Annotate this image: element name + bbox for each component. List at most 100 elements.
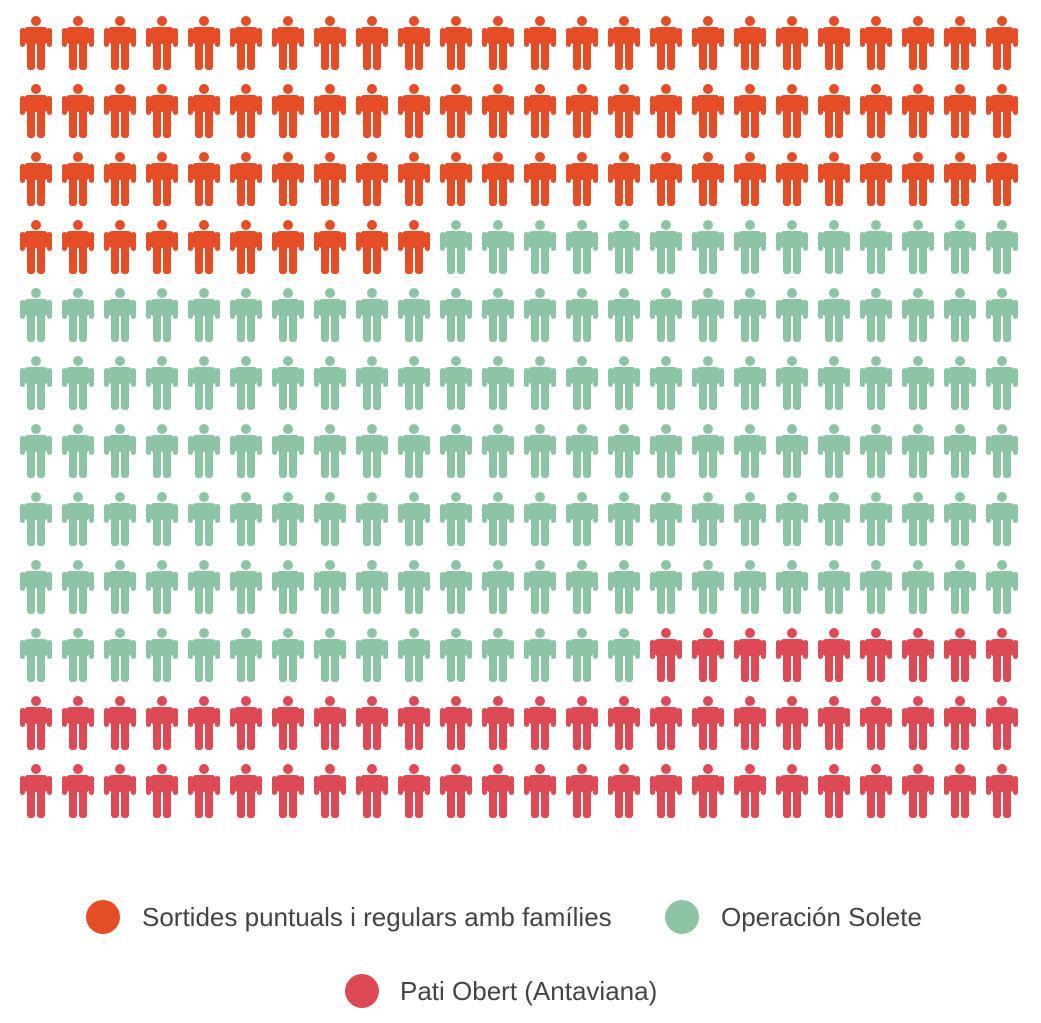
- person-icon-series-2: [734, 492, 766, 546]
- person-icon-series-2: [902, 288, 934, 342]
- person-icon-series-2: [62, 288, 94, 342]
- person-icon-series-1: [860, 84, 892, 138]
- person-icon-series-2: [104, 288, 136, 342]
- person-icon-series-2: [818, 424, 850, 478]
- person-icon-series-1: [272, 220, 304, 274]
- person-icon-series-1: [776, 152, 808, 206]
- pictogram-grid: [20, 16, 1018, 818]
- person-icon-series-1: [692, 16, 724, 70]
- person-icon-series-3: [608, 764, 640, 818]
- person-icon-series-3: [314, 764, 346, 818]
- person-icon-series-1: [818, 152, 850, 206]
- legend: Sortides puntuals i regulars amb famílie…: [86, 900, 922, 1008]
- person-icon-series-1: [146, 220, 178, 274]
- person-icon-series-2: [356, 628, 388, 682]
- person-icon-series-3: [440, 696, 472, 750]
- person-icon-series-2: [524, 220, 556, 274]
- person-icon-series-2: [944, 424, 976, 478]
- person-icon-series-2: [20, 560, 52, 614]
- person-icon-series-1: [986, 152, 1018, 206]
- person-icon-series-2: [188, 492, 220, 546]
- person-icon-series-1: [566, 16, 598, 70]
- person-icon-series-2: [272, 288, 304, 342]
- person-icon-series-1: [146, 16, 178, 70]
- person-icon-series-2: [902, 492, 934, 546]
- person-icon-series-2: [566, 628, 598, 682]
- person-icon-series-2: [566, 288, 598, 342]
- person-icon-series-2: [818, 220, 850, 274]
- person-icon-series-1: [398, 16, 430, 70]
- person-icon-series-1: [692, 84, 724, 138]
- person-icon-series-1: [356, 84, 388, 138]
- person-icon-series-3: [356, 696, 388, 750]
- person-icon-series-2: [692, 492, 724, 546]
- person-icon-series-2: [944, 220, 976, 274]
- person-icon-series-1: [818, 84, 850, 138]
- person-icon-series-2: [230, 560, 262, 614]
- person-icon-series-2: [482, 220, 514, 274]
- person-icon-series-1: [314, 152, 346, 206]
- person-icon-series-2: [692, 424, 724, 478]
- person-icon-series-2: [272, 492, 304, 546]
- person-icon-series-1: [272, 152, 304, 206]
- person-icon-series-2: [524, 560, 556, 614]
- person-icon-series-3: [272, 764, 304, 818]
- person-icon-series-1: [104, 84, 136, 138]
- person-icon-series-2: [314, 288, 346, 342]
- person-icon-series-1: [230, 152, 262, 206]
- person-icon-series-2: [776, 492, 808, 546]
- person-icon-series-2: [776, 560, 808, 614]
- person-icon-series-1: [20, 16, 52, 70]
- person-icon-series-2: [566, 220, 598, 274]
- person-icon-series-3: [986, 764, 1018, 818]
- person-icon-series-3: [104, 764, 136, 818]
- person-icon-series-1: [398, 152, 430, 206]
- person-icon-series-2: [20, 492, 52, 546]
- person-icon-series-3: [818, 628, 850, 682]
- person-icon-series-1: [440, 16, 472, 70]
- person-icon-series-3: [440, 764, 472, 818]
- person-icon-series-2: [776, 356, 808, 410]
- person-icon-series-2: [356, 356, 388, 410]
- person-icon-series-2: [146, 288, 178, 342]
- person-icon-series-1: [440, 152, 472, 206]
- person-icon-series-2: [860, 492, 892, 546]
- person-icon-series-2: [608, 220, 640, 274]
- person-icon-series-1: [314, 84, 346, 138]
- person-icon-series-2: [734, 288, 766, 342]
- person-icon-series-1: [944, 152, 976, 206]
- person-icon-series-3: [20, 696, 52, 750]
- person-icon-series-1: [230, 16, 262, 70]
- person-icon-series-3: [188, 764, 220, 818]
- person-icon-series-2: [230, 424, 262, 478]
- person-icon-series-3: [398, 764, 430, 818]
- person-icon-series-3: [776, 764, 808, 818]
- person-icon-series-2: [860, 424, 892, 478]
- person-icon-series-1: [146, 152, 178, 206]
- person-icon-series-2: [902, 424, 934, 478]
- person-icon-series-3: [524, 764, 556, 818]
- person-icon-series-3: [902, 696, 934, 750]
- person-icon-series-2: [734, 220, 766, 274]
- person-icon-series-2: [272, 424, 304, 478]
- person-icon-series-1: [608, 84, 640, 138]
- person-icon-series-1: [524, 16, 556, 70]
- person-icon-series-3: [944, 696, 976, 750]
- person-icon-series-1: [944, 84, 976, 138]
- person-icon-series-3: [734, 628, 766, 682]
- person-icon-series-2: [482, 492, 514, 546]
- person-icon-series-2: [860, 288, 892, 342]
- person-icon-series-2: [566, 356, 598, 410]
- person-icon-series-2: [398, 356, 430, 410]
- person-icon-series-1: [104, 220, 136, 274]
- person-icon-series-2: [860, 356, 892, 410]
- person-icon-series-1: [356, 220, 388, 274]
- person-icon-series-2: [944, 288, 976, 342]
- person-icon-series-1: [608, 152, 640, 206]
- person-icon-series-2: [314, 356, 346, 410]
- person-icon-series-1: [398, 220, 430, 274]
- person-icon-series-2: [356, 424, 388, 478]
- person-icon-series-2: [398, 628, 430, 682]
- person-icon-series-2: [944, 492, 976, 546]
- person-icon-series-2: [986, 492, 1018, 546]
